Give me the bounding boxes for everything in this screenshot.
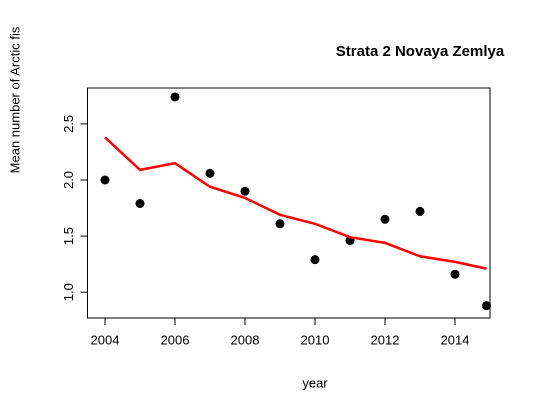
x-axis-label: year bbox=[302, 375, 328, 390]
point bbox=[100, 175, 110, 185]
chart-title: Strata 2 Novaya Zemlya bbox=[336, 43, 505, 60]
trend-line bbox=[104, 136, 487, 270]
x-tick-label: 2014 bbox=[441, 332, 470, 347]
point bbox=[240, 186, 250, 196]
point bbox=[415, 206, 425, 216]
y-tick-label: 1.0 bbox=[61, 283, 76, 301]
point bbox=[135, 199, 145, 209]
y-tick-label: 1.5 bbox=[61, 227, 76, 245]
point bbox=[275, 219, 285, 229]
plot-box bbox=[87, 87, 491, 319]
x-tick-label: 2012 bbox=[371, 332, 400, 347]
y-tick-label: 2.0 bbox=[61, 171, 76, 189]
point bbox=[310, 255, 320, 265]
point bbox=[170, 92, 180, 102]
point bbox=[450, 269, 460, 279]
point bbox=[380, 214, 390, 224]
y-tick-label: 2.5 bbox=[61, 115, 76, 133]
point bbox=[482, 301, 491, 311]
x-tick-label: 2010 bbox=[301, 332, 330, 347]
point bbox=[205, 168, 215, 178]
x-tick-label: 2004 bbox=[91, 332, 120, 347]
x-tick-label: 2006 bbox=[161, 332, 190, 347]
x-tick-label: 2008 bbox=[231, 332, 260, 347]
y-axis-label: Mean number of Arctic fis bbox=[7, 26, 22, 173]
